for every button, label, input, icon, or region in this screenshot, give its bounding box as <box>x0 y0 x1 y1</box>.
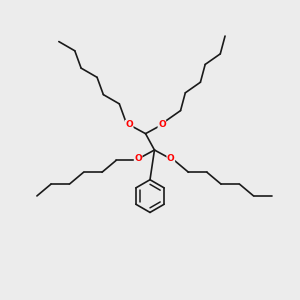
Text: O: O <box>158 120 166 129</box>
Text: O: O <box>134 154 142 164</box>
Text: O: O <box>167 154 175 164</box>
Text: O: O <box>125 120 133 129</box>
